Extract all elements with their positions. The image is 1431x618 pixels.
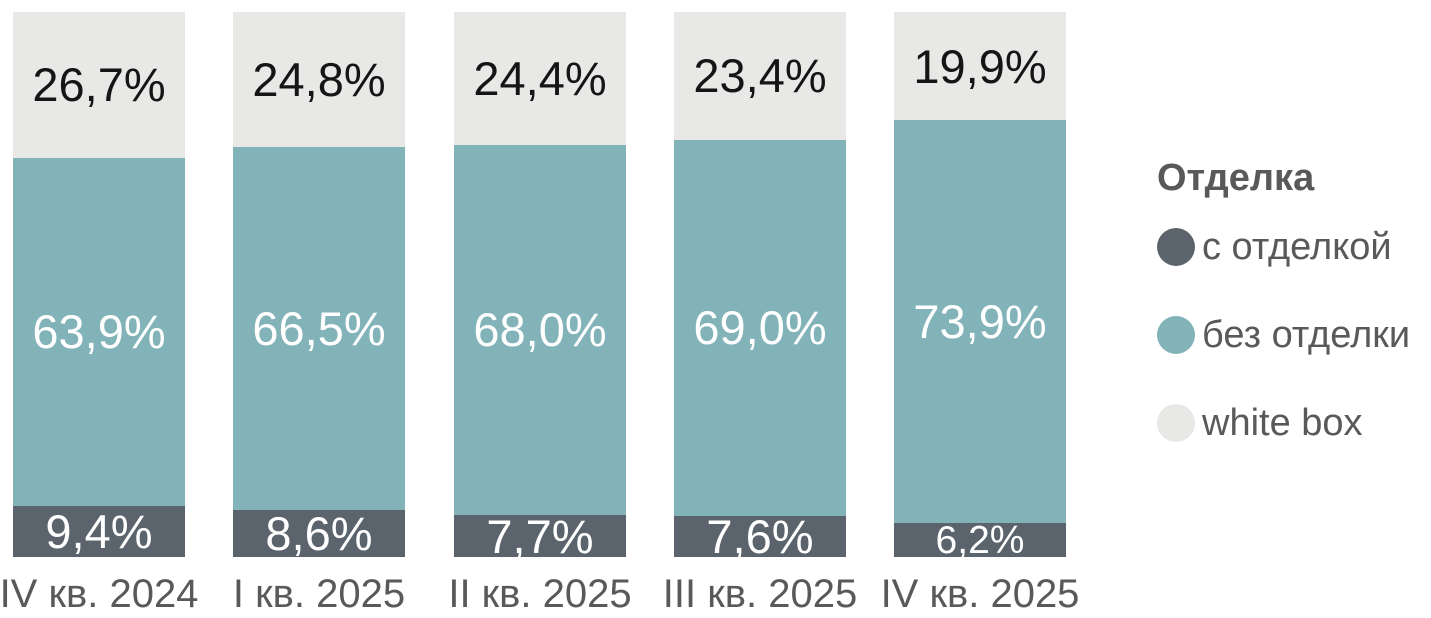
bar-column: 24,4% 68,0% 7,7% [454,12,626,563]
legend-swatch-icon [1157,228,1195,266]
x-axis-label: II кв. 2025 [448,572,632,616]
bar-segment-без-отделки: 68,0% [454,144,626,516]
segment-value-label: 68,0% [473,303,607,357]
segment-value-label: 19,9% [913,39,1047,93]
legend-items: с отделкой без отделки white box [1157,228,1431,442]
segment-value-label: 9,4% [45,504,153,558]
legend-item-label: с отделкой [1202,226,1392,268]
legend: Отделка с отделкой без отделки white box [1157,156,1431,492]
legend-item-label: без отделки [1202,314,1411,356]
bar-segment-без-отделки: 73,9% [894,120,1066,524]
segment-value-label: 7,7% [486,509,594,563]
legend-item-white-box: white box [1157,404,1431,442]
bar-segment-white-box: 26,7% [13,12,185,158]
bar-segment-с-отделкой: 7,7% [454,509,626,563]
bar-segment-без-отделки: 63,9% [13,157,185,506]
segment-value-label: 26,7% [32,58,166,112]
legend-title: Отделка [1157,157,1315,199]
segment-value-label: 69,0% [693,301,827,355]
plot-area: 26,7% 63,9% 9,4% IV кв. 2024 24,8% 66,5% 8,6% I… [0,12,1080,616]
bar-segment-white-box: 19,9% [894,12,1066,121]
bar-column: 19,9% 73,9% 6,2% [894,12,1066,562]
bar-segment-white-box: 24,8% [233,12,405,148]
bar-segment-с-отделкой: 6,2% [894,518,1066,562]
bar-segment-white-box: 24,4% [454,12,626,145]
legend-swatch-icon [1157,316,1195,354]
x-axis-label: III кв. 2025 [662,572,858,616]
legend-item-с-отделкой: с отделкой [1157,228,1431,266]
segment-value-label: 23,4% [693,49,827,103]
bar-segment-без-отделки: 66,5% [233,147,405,511]
bar-column: 24,8% 66,5% 8,6% [233,12,405,557]
bar-segment-white-box: 23,4% [674,12,846,140]
x-axis-label: I кв. 2025 [232,572,406,616]
bar-segment-с-отделкой: 9,4% [13,504,185,558]
segment-value-label: 63,9% [32,305,166,359]
segment-value-label: 7,6% [706,509,814,563]
bar-column: 26,7% 63,9% 9,4% [13,12,185,557]
bar-segment-с-отделкой: 8,6% [233,510,405,557]
legend-item-label: white box [1202,402,1363,444]
bar-segment-с-отделкой: 7,6% [674,509,846,563]
segment-value-label: 6,2% [935,518,1025,562]
bar-column: 23,4% 69,0% 7,6% [674,12,846,563]
x-axis-label: IV кв. 2025 [880,572,1080,616]
segment-value-label: 8,6% [265,507,373,561]
legend-swatch-icon [1157,404,1195,442]
legend-item-без-отделки: без отделки [1157,316,1431,354]
segment-value-label: 66,5% [252,302,386,356]
segment-value-label: 24,4% [473,51,607,105]
segment-value-label: 24,8% [252,53,386,107]
segment-value-label: 73,9% [913,295,1047,349]
x-axis-label: IV кв. 2024 [0,572,199,616]
bar-segment-без-отделки: 69,0% [674,139,846,516]
